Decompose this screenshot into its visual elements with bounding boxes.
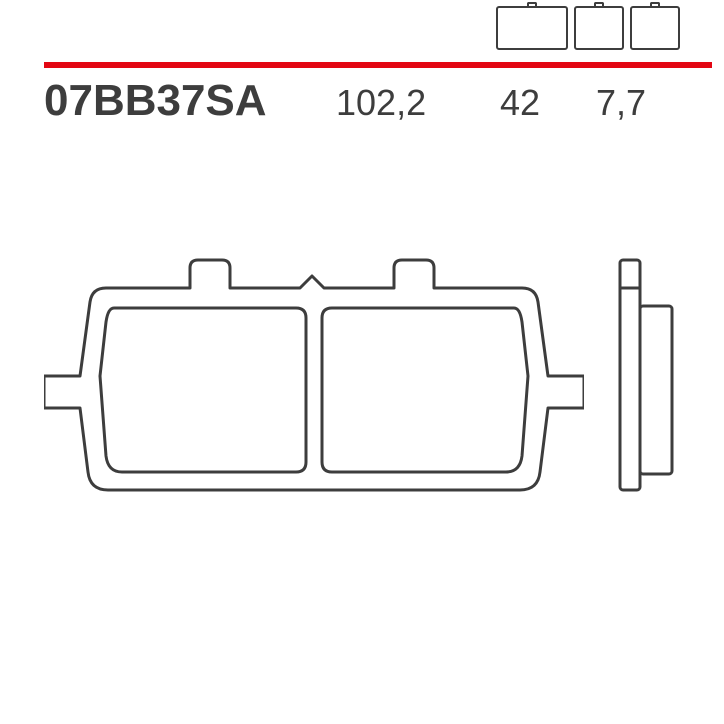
dimension-height: 42 <box>500 82 540 124</box>
icon-pad-thickness <box>630 6 680 50</box>
header-row: 07BB37SA <box>44 76 267 126</box>
dimension-width: 102,2 <box>336 82 426 124</box>
dimension-icons <box>496 6 680 50</box>
icon-pad-height <box>574 6 624 50</box>
dimension-thickness: 7,7 <box>596 82 646 124</box>
brake-pad-front-view <box>44 228 584 528</box>
accent-line <box>44 62 712 68</box>
brake-pad-side-view <box>618 228 678 528</box>
icon-pad-width <box>496 6 568 50</box>
part-number: 07BB37SA <box>44 76 267 126</box>
